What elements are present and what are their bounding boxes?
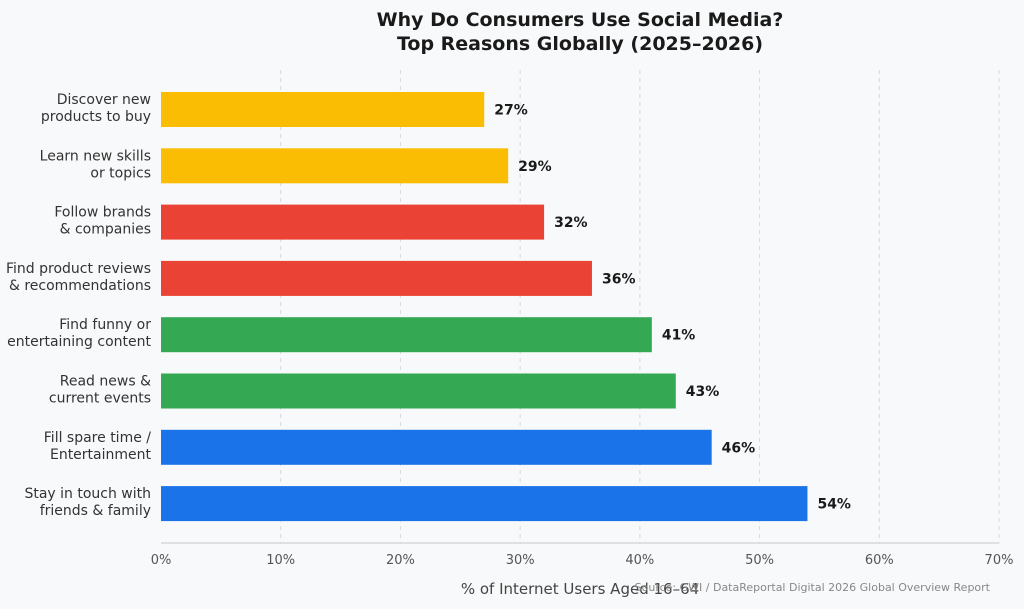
category-label: Discover new products to buy <box>41 92 151 125</box>
bar <box>161 429 712 465</box>
chart-title-line-1: Why Do Consumers Use Social Media? <box>377 9 784 31</box>
x-tick-label: 40% <box>625 553 654 568</box>
x-tick-label: 20% <box>386 553 415 568</box>
bar <box>161 204 545 240</box>
value-label: 32% <box>554 215 588 231</box>
bar <box>161 260 592 296</box>
bar <box>161 317 652 353</box>
x-tick-label: 70% <box>985 553 1014 568</box>
category-label: Follow brands & companies <box>54 205 151 238</box>
x-tick-label: 50% <box>745 553 774 568</box>
value-label: 54% <box>817 497 851 513</box>
category-label: Find funny or entertaining content <box>7 317 151 350</box>
x-axis-title: % of Internet Users Aged 16–64 <box>461 580 699 598</box>
category-label: Learn new skills or topics <box>40 148 151 181</box>
value-label: 27% <box>494 103 528 119</box>
grid-layer <box>280 70 1000 543</box>
x-tick-label: 60% <box>865 553 894 568</box>
category-label: Stay in touch with friends & family <box>24 486 151 519</box>
category-label: Find product reviews & recommendations <box>6 261 151 294</box>
x-tick-label: 10% <box>266 553 295 568</box>
category-label: Read news & current events <box>49 374 151 407</box>
bar <box>161 373 676 409</box>
value-label: 36% <box>602 271 636 287</box>
labels-layer: 27% Discover new products to buy 29% Learn n… <box>6 92 851 519</box>
bar <box>161 92 485 127</box>
value-label: 29% <box>518 159 552 175</box>
value-label: 43% <box>686 384 720 400</box>
bar <box>161 486 808 522</box>
x-tick-label: 30% <box>506 553 535 568</box>
bar <box>161 148 509 184</box>
x-tick-label: 0% <box>151 553 172 568</box>
chart-title-line-2: Top Reasons Globally (2025–2026) <box>397 33 763 55</box>
value-label: 46% <box>722 440 756 456</box>
source-note: Source: GWI / DataReportal Digital 2026 … <box>635 581 991 594</box>
bars-layer <box>161 92 808 522</box>
category-label: Fill spare time / Entertainment <box>44 430 152 463</box>
x-axis: 0% 10% 20% 30% 40% 50% 60% 70% <box>151 542 1014 568</box>
value-label: 41% <box>662 328 696 344</box>
